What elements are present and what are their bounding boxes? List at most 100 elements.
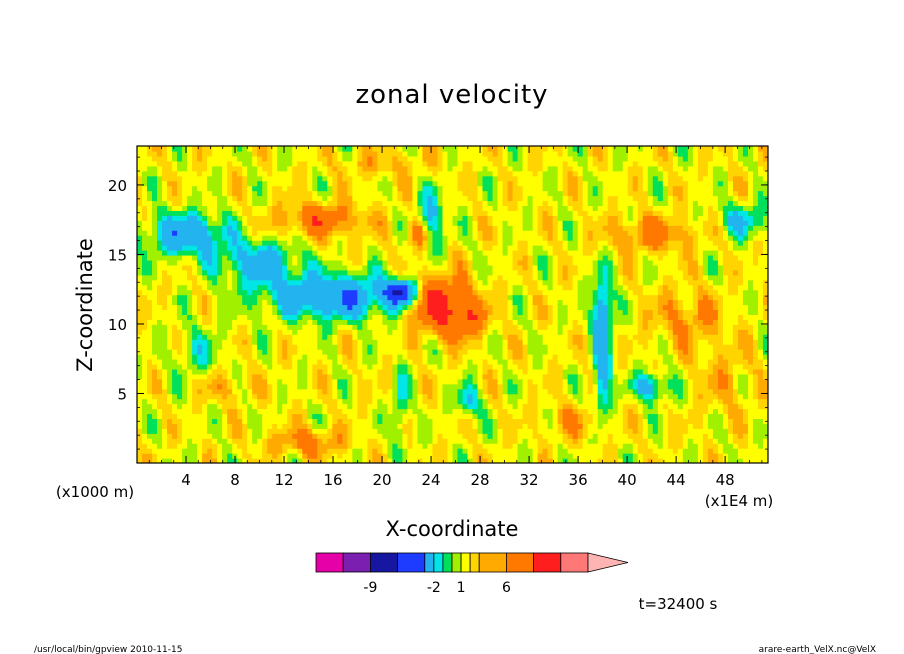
field-cell [277, 413, 283, 420]
field-cell [202, 240, 208, 246]
field-cell [282, 403, 288, 410]
field-cell [142, 413, 148, 420]
field-cell [477, 215, 484, 221]
field-cell [262, 433, 268, 439]
field-cell [307, 294, 313, 301]
field-cell [432, 349, 439, 355]
field-cell [207, 250, 213, 256]
field-cell [367, 195, 373, 202]
field-cell [417, 373, 424, 380]
field-cell [497, 254, 504, 261]
field-cell [487, 418, 494, 424]
field-cell [337, 245, 343, 251]
field-cell [372, 398, 378, 405]
field-cell [262, 314, 268, 320]
field-cell [487, 205, 494, 211]
field-cell [347, 418, 353, 424]
field-cell [242, 146, 248, 152]
field-cell [192, 458, 198, 463]
field-cell [187, 304, 193, 311]
field-cell [142, 324, 148, 330]
field-cell [302, 299, 308, 306]
field-cell [182, 363, 188, 370]
field-cell [437, 180, 444, 187]
field-cell [142, 453, 148, 459]
field-cell [207, 235, 213, 241]
field-cell [222, 175, 228, 182]
field-cell [327, 170, 333, 177]
field-cell [137, 344, 143, 350]
field-cell [372, 349, 378, 355]
field-cell [317, 195, 323, 202]
field-cell [427, 304, 434, 311]
field-cell [292, 349, 298, 355]
field-cell [267, 254, 273, 261]
field-cell [467, 274, 474, 281]
field-cell [237, 200, 243, 207]
field-cell [222, 373, 228, 380]
field-cell [487, 150, 494, 157]
field-cell [317, 423, 323, 429]
field-cell [192, 324, 198, 330]
field-cell [212, 180, 218, 187]
field-cell [472, 155, 479, 162]
field-cell [477, 279, 484, 286]
field-cell [152, 453, 158, 459]
field-cell [192, 398, 198, 405]
field-cell [392, 324, 399, 330]
field-cell [267, 269, 273, 276]
field-cell [377, 180, 383, 187]
field-cell [267, 190, 273, 197]
field-cell [487, 388, 494, 395]
field-cell [307, 378, 313, 385]
field-cell [442, 195, 449, 202]
field-cell [317, 225, 323, 231]
field-cell [267, 378, 273, 385]
field-cell [247, 210, 253, 216]
field-cell [392, 264, 399, 271]
field-cell [397, 358, 404, 365]
field-cell [387, 284, 394, 291]
field-cell [402, 210, 409, 216]
field-cell [202, 235, 208, 241]
field-cell [442, 240, 449, 246]
field-cell [152, 254, 158, 261]
field-cell [222, 413, 228, 420]
field-cell [212, 254, 218, 261]
field-cell [382, 146, 388, 152]
field-cell [252, 428, 258, 434]
field-cell [497, 220, 504, 226]
field-cell [257, 363, 263, 370]
field-cell [442, 220, 449, 226]
field-cell [197, 180, 203, 187]
field-cell [412, 269, 419, 276]
field-cell [332, 200, 338, 207]
field-cell [352, 413, 358, 420]
field-cell [442, 155, 449, 162]
field-cell [152, 334, 158, 340]
field-cell [362, 423, 368, 429]
field-cell [212, 373, 218, 380]
field-cell [347, 225, 353, 231]
field-cell [452, 443, 459, 449]
field-cell [457, 155, 464, 162]
field-cell [402, 334, 409, 340]
field-cell [402, 225, 409, 231]
field-cell [292, 358, 298, 365]
field-cell [442, 329, 449, 335]
field-cell [387, 235, 394, 241]
field-cell [432, 150, 439, 157]
field-cell [162, 200, 168, 207]
field-cell [327, 180, 333, 187]
field-cell [437, 413, 444, 420]
field-cell [367, 259, 373, 266]
field-cell [292, 225, 298, 231]
field-cell [492, 240, 499, 246]
field-cell [332, 448, 338, 454]
field-cell [182, 413, 188, 420]
field-cell [382, 324, 388, 330]
field-cell [272, 220, 278, 226]
field-cell [307, 398, 313, 405]
field-cell [172, 428, 178, 434]
field-cell [452, 289, 459, 296]
